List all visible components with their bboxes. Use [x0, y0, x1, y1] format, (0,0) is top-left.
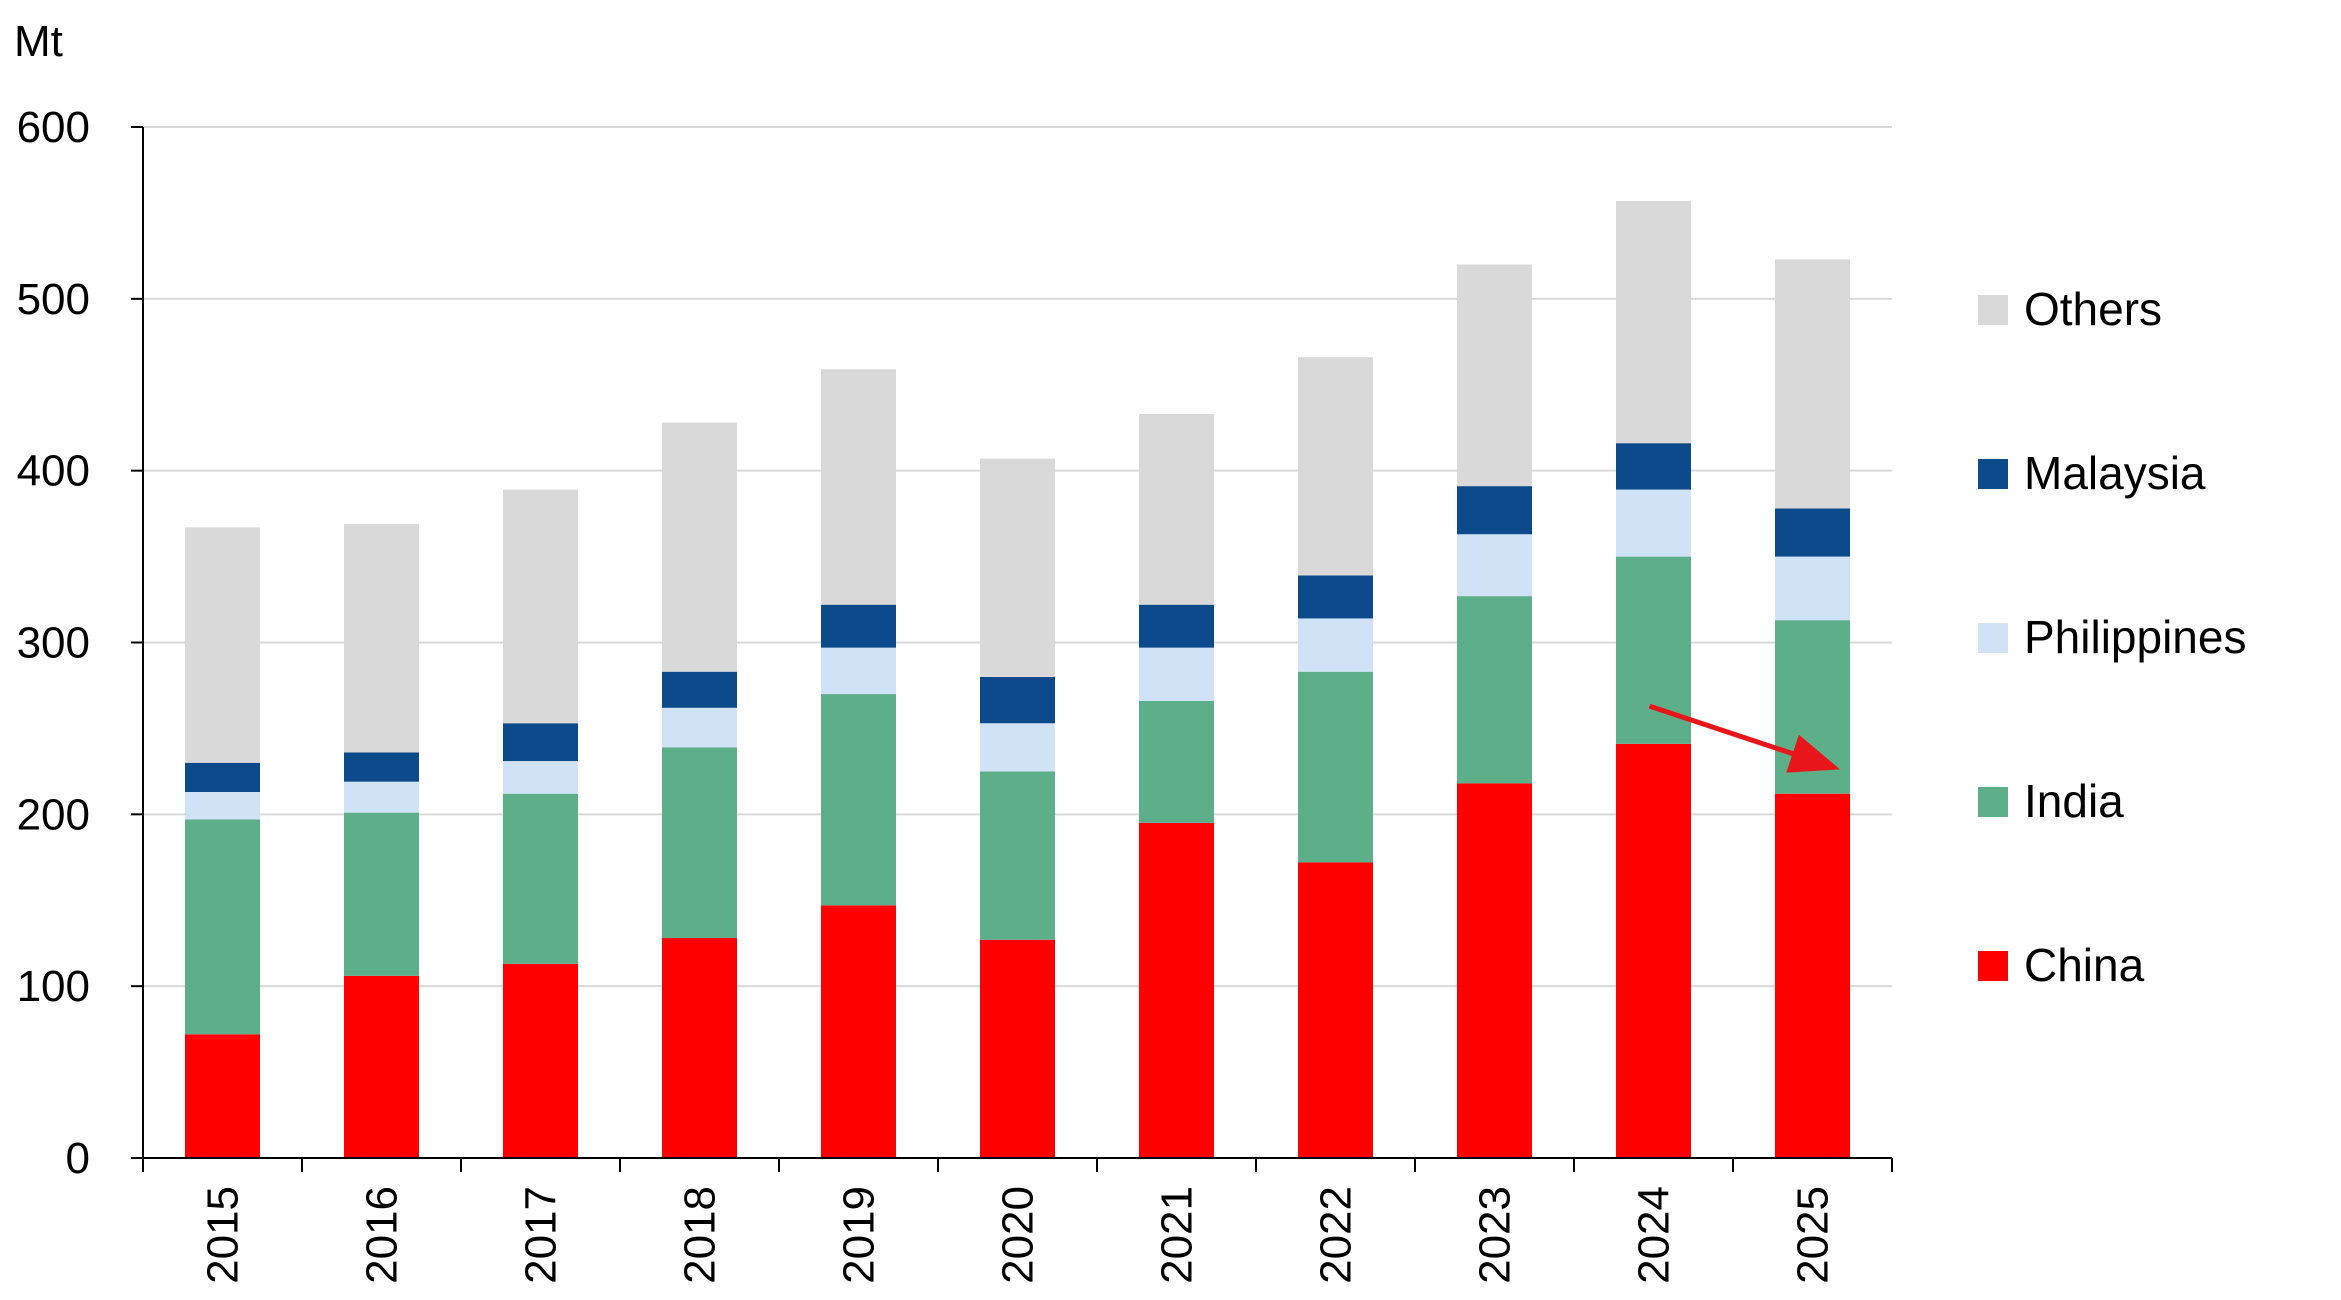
bar-india-2025: [1775, 620, 1850, 794]
bar-china-2015: [185, 1034, 260, 1158]
bar-others-2019: [821, 369, 896, 605]
bar-malaysia-2017: [503, 723, 578, 762]
bar-philippines-2020: [980, 723, 1055, 772]
x-tick-label-2015: 2015: [199, 1186, 248, 1284]
bar-india-2018: [662, 747, 737, 939]
x-tick-label-2025: 2025: [1789, 1186, 1838, 1284]
x-tick-label-2020: 2020: [994, 1186, 1043, 1284]
legend-swatch-india: [1978, 787, 2008, 817]
legend-label-philippines: Philippines: [2024, 611, 2246, 663]
bar-philippines-2017: [503, 761, 578, 794]
y-tick-label-600: 600: [17, 103, 90, 152]
axes: 0 100 200 300 400 500 600 2015 2016 2017 2018 2019 2…: [17, 103, 1893, 1284]
bar-india-2019: [821, 694, 896, 906]
bar-india-2017: [503, 793, 578, 964]
legend-label-others: Others: [2024, 283, 2162, 335]
bar-others-2015: [185, 527, 260, 763]
bar-philippines-2022: [1298, 618, 1373, 672]
bar-china-2020: [980, 939, 1055, 1158]
y-axis-unit-label: Mt: [14, 17, 63, 66]
x-tick-label-2024: 2024: [1630, 1186, 1679, 1284]
bar-china-2017: [503, 963, 578, 1158]
bar-philippines-2024: [1616, 489, 1691, 557]
legend-swatch-others: [1978, 295, 2008, 325]
bar-china-2025: [1775, 793, 1850, 1158]
bar-china-2016: [344, 975, 419, 1158]
x-tick-label-2022: 2022: [1312, 1186, 1361, 1284]
bar-malaysia-2020: [980, 676, 1055, 724]
y-tick-label-100: 100: [17, 962, 90, 1011]
bar-china-2022: [1298, 862, 1373, 1158]
y-tick-label-200: 200: [17, 790, 90, 839]
bar-malaysia-2023: [1457, 486, 1532, 535]
y-tick-label-500: 500: [17, 275, 90, 324]
bar-philippines-2023: [1457, 534, 1532, 597]
bar-malaysia-2019: [821, 604, 896, 648]
bar-philippines-2021: [1139, 647, 1214, 701]
bar-others-2025: [1775, 259, 1850, 509]
bar-others-2023: [1457, 264, 1532, 487]
bar-india-2023: [1457, 596, 1532, 784]
legend-swatch-malaysia: [1978, 459, 2008, 489]
x-tick-label-2021: 2021: [1153, 1186, 1202, 1284]
bar-others-2018: [662, 422, 737, 672]
bar-india-2024: [1616, 556, 1691, 744]
bar-others-2016: [344, 523, 419, 753]
x-tick-label-2023: 2023: [1471, 1186, 1520, 1284]
x-tick-label-2017: 2017: [517, 1186, 566, 1284]
legend: Others Malaysia Philippines India China: [1978, 283, 2246, 991]
bar-malaysia-2025: [1775, 508, 1850, 557]
bar-india-2016: [344, 812, 419, 976]
bar-malaysia-2016: [344, 752, 419, 782]
bar-china-2023: [1457, 783, 1532, 1158]
bar-others-2024: [1616, 200, 1691, 444]
bar-india-2020: [980, 771, 1055, 940]
bar-malaysia-2018: [662, 671, 737, 708]
bar-philippines-2025: [1775, 556, 1850, 621]
x-tick-label-2016: 2016: [358, 1186, 407, 1284]
x-tick-label-2018: 2018: [676, 1186, 725, 1284]
bar-malaysia-2021: [1139, 604, 1214, 648]
bar-philippines-2018: [662, 707, 737, 748]
bar-philippines-2016: [344, 781, 419, 813]
bar-india-2015: [185, 819, 260, 1035]
legend-label-china: China: [2024, 939, 2145, 991]
y-tick-label-300: 300: [17, 619, 90, 668]
annotations: [1648, 703, 1840, 773]
x-tick-label-2019: 2019: [835, 1186, 884, 1284]
y-tick-label-400: 400: [17, 447, 90, 496]
bar-china-2019: [821, 905, 896, 1158]
bar-malaysia-2015: [185, 762, 260, 792]
bar-philippines-2019: [821, 647, 896, 695]
bar-india-2022: [1298, 671, 1373, 863]
bar-china-2018: [662, 938, 737, 1158]
bar-china-2024: [1616, 743, 1691, 1158]
bar-malaysia-2024: [1616, 443, 1691, 490]
bar-others-2021: [1139, 413, 1214, 605]
bar-others-2020: [980, 458, 1055, 677]
y-tick-label-0: 0: [66, 1134, 90, 1183]
bar-china-2021: [1139, 822, 1214, 1158]
bar-others-2022: [1298, 357, 1373, 576]
legend-swatch-china: [1978, 951, 2008, 981]
decline-arrow: [1648, 703, 1840, 773]
bar-india-2021: [1139, 700, 1214, 823]
bars: [185, 200, 1850, 1158]
legend-label-malaysia: Malaysia: [2024, 447, 2206, 499]
bar-others-2017: [503, 489, 578, 724]
legend-label-india: India: [2024, 775, 2124, 827]
bar-malaysia-2022: [1298, 575, 1373, 619]
legend-swatch-philippines: [1978, 623, 2008, 653]
bar-philippines-2015: [185, 791, 260, 820]
